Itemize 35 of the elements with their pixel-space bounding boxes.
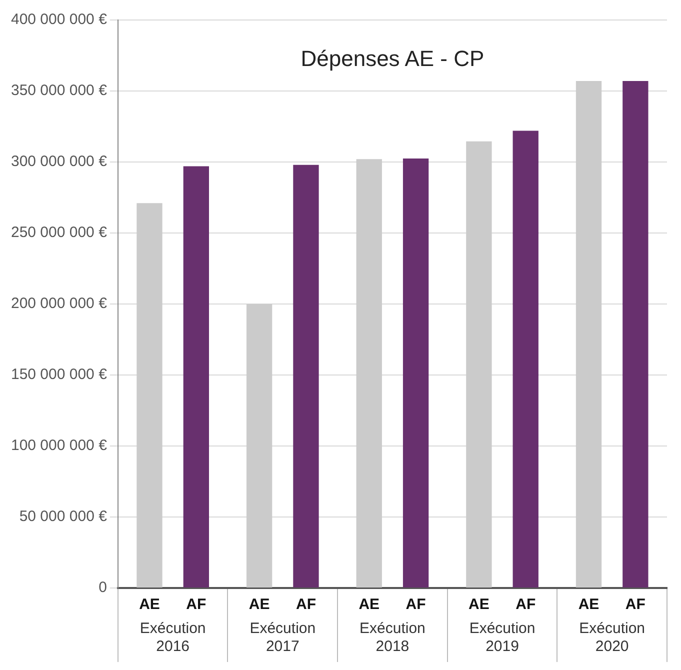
bar xyxy=(293,164,319,588)
y-tick-label: 100 000 000 € xyxy=(10,437,108,454)
x-tick-label: Exécution 2018 xyxy=(360,620,426,656)
y-tick-label: 200 000 000 € xyxy=(10,295,108,312)
y-tick-label: 400 000 000 € xyxy=(10,11,108,28)
text: AF xyxy=(516,596,536,614)
bar xyxy=(356,159,382,588)
series-label: AE xyxy=(139,596,160,614)
x-tick-label: Exécution 2019 xyxy=(469,620,536,656)
text: AF xyxy=(406,596,426,614)
bar xyxy=(136,203,162,588)
text: AE xyxy=(578,596,600,614)
bar xyxy=(622,81,648,588)
bar xyxy=(466,141,492,588)
y-tick-label: 0 xyxy=(98,579,107,596)
x-tick-label: Exécution 2017 xyxy=(250,620,316,656)
y-tick-label: 350 000 000 € xyxy=(10,82,108,100)
text: AE xyxy=(248,596,270,614)
x-tick-label: Exécution 2020 xyxy=(579,620,646,656)
y-tick-label: 50 000 000 € xyxy=(19,508,108,526)
x-tick-label: Exécution 2016 xyxy=(140,620,206,656)
text: AF xyxy=(625,596,646,614)
text: Dépenses AE - CP xyxy=(300,46,484,72)
bar xyxy=(576,81,602,588)
bar xyxy=(183,166,210,588)
text: AE xyxy=(358,596,380,614)
bar xyxy=(402,158,429,588)
y-tick-label: 150 000 000 € xyxy=(10,366,108,384)
bar xyxy=(512,130,538,588)
series-label: AF xyxy=(186,596,206,614)
y-tick-label: 250 000 000 € xyxy=(10,224,108,242)
text: AE xyxy=(468,596,490,614)
bar xyxy=(246,304,272,588)
y-tick-label: 300 000 000 € xyxy=(10,153,108,170)
text: AF xyxy=(296,596,316,614)
